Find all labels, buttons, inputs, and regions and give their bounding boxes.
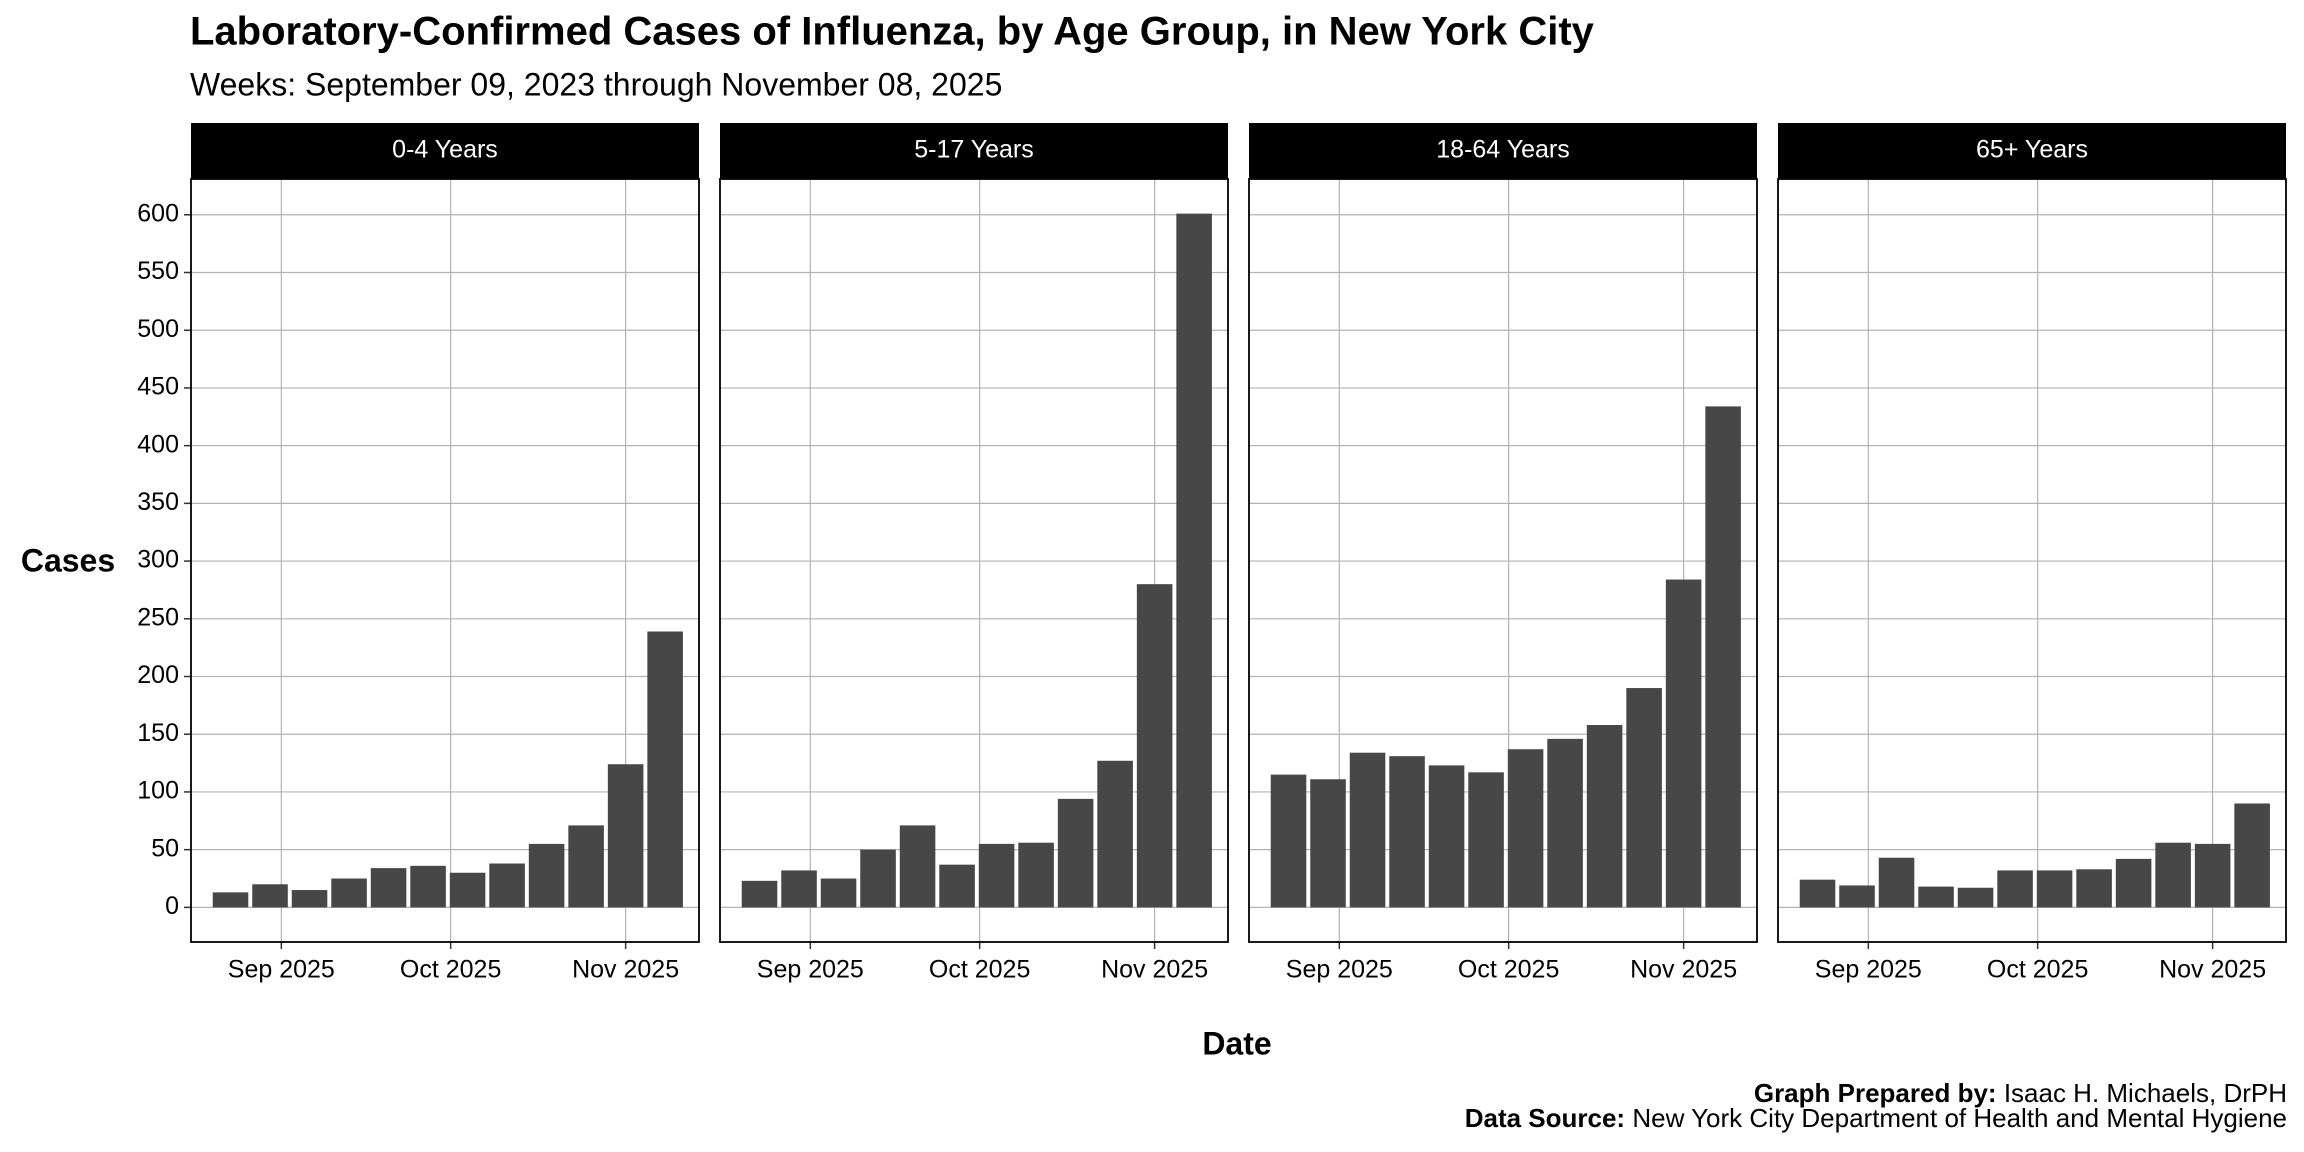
bar	[1918, 886, 1954, 908]
credit-text: New York City Department of Health and M…	[1632, 1103, 2287, 1133]
bar	[2076, 869, 2112, 908]
bar	[1507, 749, 1544, 908]
bar	[1349, 752, 1386, 908]
bar	[528, 843, 565, 908]
bar	[647, 631, 683, 908]
y-tick-label: 600	[137, 199, 179, 227]
bar	[291, 890, 328, 908]
x-tick-label: Sep 2025	[1286, 956, 1393, 984]
bar	[1389, 756, 1425, 908]
bar	[1428, 765, 1465, 908]
bar	[1878, 857, 1915, 908]
x-tick-label: Sep 2025	[1815, 956, 1922, 984]
bar	[2036, 870, 2073, 908]
facet-strip	[1778, 123, 2286, 179]
x-tick-label: Oct 2025	[1987, 956, 2088, 984]
bar	[331, 878, 367, 908]
bar	[2194, 843, 2231, 908]
y-tick-label: 100	[137, 777, 179, 805]
bar	[1705, 406, 1741, 908]
bar	[1310, 779, 1346, 908]
bar	[1626, 688, 1662, 908]
bar	[370, 868, 407, 908]
x-tick-label: Sep 2025	[757, 956, 864, 984]
panel-border	[719, 178, 1229, 943]
bar	[1097, 760, 1133, 908]
bar	[2115, 858, 2152, 908]
facet-strip	[720, 123, 1228, 179]
credit-label: Data Source:	[1465, 1103, 1625, 1133]
x-tick-label: Oct 2025	[1458, 956, 1559, 984]
y-tick-label: 150	[137, 719, 179, 747]
bar	[252, 884, 288, 908]
y-tick-label: 300	[137, 546, 179, 574]
chart-title: Laboratory-Confirmed Cases of Influenza,…	[190, 10, 1595, 54]
x-tick-label: Sep 2025	[228, 956, 335, 984]
facet-strip	[1249, 123, 1757, 179]
bar	[820, 878, 857, 908]
bar	[939, 864, 975, 908]
bar	[212, 892, 249, 908]
y-tick-label: 250	[137, 603, 179, 631]
y-tick-label: 350	[137, 488, 179, 516]
facet-strip	[191, 123, 699, 179]
bar	[1270, 774, 1307, 908]
chart-subtitle: Weeks: September 09, 2023 through Novemb…	[190, 66, 1002, 102]
y-tick-label: 550	[137, 257, 179, 285]
bar	[2234, 803, 2270, 908]
bar	[449, 872, 486, 908]
bar	[1839, 885, 1875, 908]
bar	[899, 825, 936, 908]
x-tick-label: Nov 2025	[2159, 956, 2266, 984]
bar	[1547, 738, 1583, 908]
bar	[1586, 724, 1623, 908]
facet-title: 5-17 Years	[914, 136, 1034, 164]
x-axis-label: Date	[1202, 1025, 1271, 1061]
bar	[489, 863, 525, 908]
facet-title: 65+ Years	[1976, 136, 2088, 164]
bar	[568, 825, 604, 908]
bar	[741, 880, 778, 908]
y-axis-label: Cases	[21, 542, 115, 578]
panel-border	[1777, 178, 2287, 943]
bar	[1997, 870, 2033, 908]
bar	[1957, 887, 1994, 908]
y-tick-label: 400	[137, 430, 179, 458]
y-tick-label: 200	[137, 661, 179, 689]
y-tick-label: 450	[137, 373, 179, 401]
y-tick-label: 50	[151, 834, 179, 862]
credit-label: Graph Prepared by:	[1754, 1078, 1997, 1108]
facet-title: 18-64 Years	[1436, 136, 1569, 164]
bar	[410, 865, 446, 908]
x-tick-label: Nov 2025	[1630, 956, 1737, 984]
facet-title: 0-4 Years	[392, 136, 498, 164]
bar	[1176, 213, 1212, 908]
bar	[607, 764, 644, 908]
bar	[1136, 584, 1173, 908]
x-tick-label: Nov 2025	[1101, 956, 1208, 984]
bar	[978, 843, 1015, 908]
bar	[1057, 798, 1094, 908]
panel-border	[1248, 178, 1758, 943]
panel-border	[190, 178, 700, 943]
bar	[2155, 842, 2191, 908]
credit: Data Source: New York City Department of…	[1465, 1103, 2287, 1133]
x-tick-label: Oct 2025	[400, 956, 501, 984]
credit-text: Isaac H. Michaels, DrPH	[2004, 1078, 2287, 1108]
credit: Graph Prepared by: Isaac H. Michaels, Dr…	[1754, 1078, 2287, 1108]
x-tick-label: Oct 2025	[929, 956, 1030, 984]
x-tick-label: Nov 2025	[572, 956, 679, 984]
y-tick-label: 0	[165, 892, 179, 920]
bar	[1799, 879, 1836, 908]
y-tick-label: 500	[137, 315, 179, 343]
bar	[1665, 579, 1702, 908]
bar	[1468, 772, 1504, 908]
bar	[1018, 842, 1054, 908]
bar	[860, 849, 896, 908]
bar	[781, 870, 817, 908]
